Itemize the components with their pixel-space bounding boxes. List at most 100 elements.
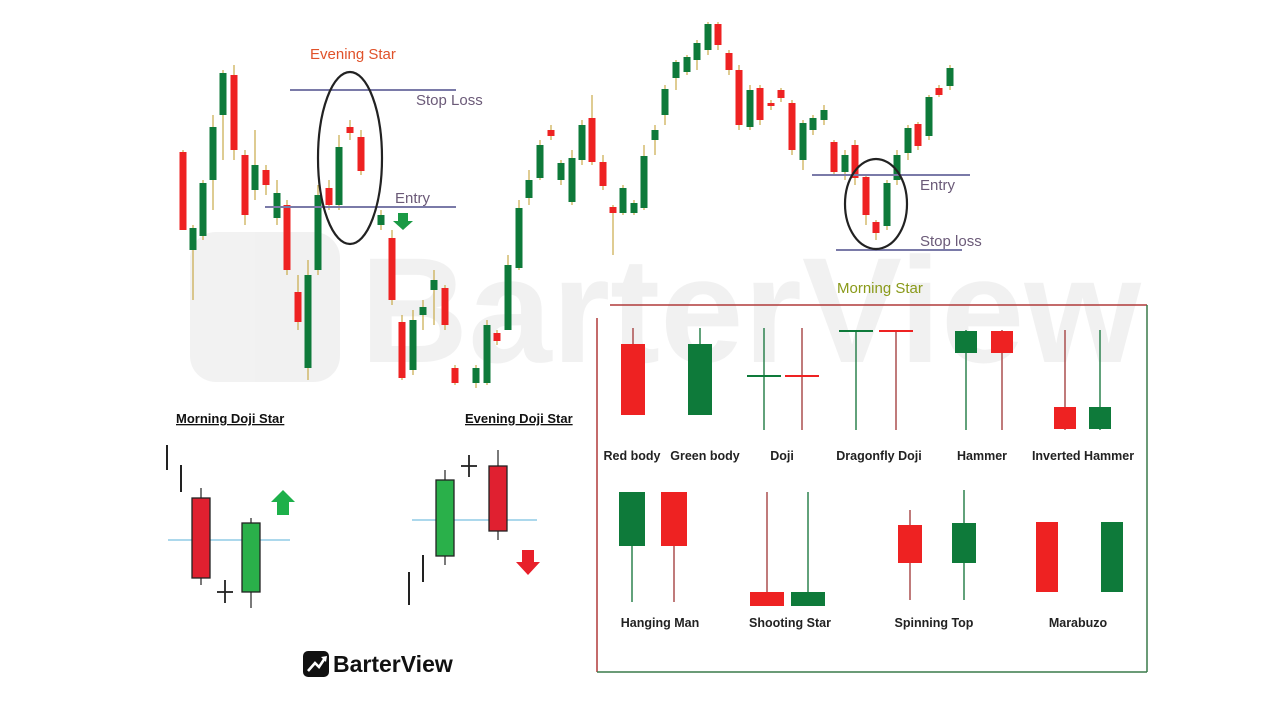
main-candle-33-body xyxy=(547,130,555,136)
legend-candle-4-body xyxy=(839,330,873,332)
main-candle-3-body xyxy=(209,127,217,180)
brand-logo: BarterView xyxy=(303,651,453,677)
doji-example-candle-6-body xyxy=(435,479,455,557)
main-candle-52 xyxy=(746,85,754,130)
main-candle-11-body xyxy=(294,292,302,322)
main-candle-7-body xyxy=(251,165,259,190)
main-candle-59-body xyxy=(820,110,828,120)
legend-candle-10-body xyxy=(619,492,645,546)
main-candle-32-body xyxy=(536,145,544,178)
main-candle-16 xyxy=(346,120,354,140)
legend-label-dragonfly-doji: Dragonfly Doji xyxy=(836,449,921,463)
main-candle-54-body xyxy=(767,103,775,106)
legend-candle-10 xyxy=(619,492,645,602)
main-candle-58-body xyxy=(809,118,817,130)
main-candle-27 xyxy=(483,320,491,385)
main-candle-35 xyxy=(568,150,576,205)
main-candle-62 xyxy=(851,140,859,185)
main-candle-44 xyxy=(661,85,669,125)
main-candle-8 xyxy=(262,165,270,195)
legend-candle-3-body xyxy=(785,375,819,377)
main-candle-15-body xyxy=(335,147,343,205)
main-candle-44-body xyxy=(661,89,669,115)
main-candle-45-body xyxy=(672,62,680,78)
legend-label-shooting-star: Shooting Star xyxy=(749,616,831,630)
main-candle-25 xyxy=(451,365,459,385)
main-candle-2-body xyxy=(199,183,207,236)
watermark: BarterView xyxy=(190,226,1141,394)
doji-example-candle-2 xyxy=(191,488,211,585)
down-arrow-icon xyxy=(393,213,413,230)
brand-name: BarterView xyxy=(333,651,453,677)
legend-candle-13 xyxy=(791,492,825,606)
main-candle-69 xyxy=(925,95,933,140)
legend-candle-5-body xyxy=(879,330,913,332)
legend-candle-2-body xyxy=(747,375,781,377)
main-candle-52-body xyxy=(746,90,754,127)
entry-label-upper: Entry xyxy=(395,190,431,207)
legend-candle-16 xyxy=(1036,522,1058,592)
main-candle-71 xyxy=(946,65,954,90)
main-candle-39 xyxy=(609,205,617,255)
main-candle-59 xyxy=(820,105,828,125)
main-candle-53 xyxy=(756,85,764,125)
stop-loss-label-upper: Stop Loss xyxy=(416,92,483,109)
main-candle-34-body xyxy=(557,163,565,180)
legend-candle-3 xyxy=(785,328,819,430)
main-candle-36-body xyxy=(578,125,586,160)
legend-label-marabuzo: Marabuzo xyxy=(1049,616,1108,630)
legend-label-red-body: Red body xyxy=(604,449,661,463)
main-candle-63-body xyxy=(862,177,870,215)
main-candle-47-body xyxy=(693,43,701,60)
legend-candle-9-body xyxy=(1089,407,1111,429)
legend-label-green-body: Green body xyxy=(670,449,740,463)
main-candle-46-body xyxy=(683,57,691,72)
legend-label-doji: Doji xyxy=(770,449,794,463)
legend-candle-6-body xyxy=(955,331,977,353)
main-candle-51 xyxy=(735,65,743,130)
main-candle-16-body xyxy=(346,127,354,133)
legend-candle-4 xyxy=(839,330,873,430)
main-candle-63 xyxy=(862,175,870,225)
morning-star-label: Morning Star xyxy=(837,280,923,297)
legend-candle-12 xyxy=(750,492,784,606)
legend-candle-14-body xyxy=(898,525,922,563)
legend-candle-13-body xyxy=(791,592,825,606)
morning-star-circle xyxy=(843,157,909,251)
main-candle-21-body xyxy=(409,320,417,370)
main-candle-42 xyxy=(640,145,648,210)
main-candle-30 xyxy=(515,200,523,270)
main-candle-22 xyxy=(419,300,427,330)
main-candle-40-body xyxy=(619,188,627,213)
main-candle-19 xyxy=(388,230,396,305)
main-candle-29 xyxy=(504,255,512,330)
main-candle-27-body xyxy=(483,325,491,383)
main-candle-40 xyxy=(619,185,627,215)
main-candle-0 xyxy=(179,150,187,230)
main-candle-60 xyxy=(830,140,838,175)
legend-candle-14 xyxy=(898,510,922,600)
main-candle-48 xyxy=(704,22,712,55)
trend-arrow-glyph xyxy=(307,657,327,672)
main-candle-9-body xyxy=(273,193,281,218)
main-candle-55-body xyxy=(777,90,785,98)
main-candle-23 xyxy=(430,270,438,325)
legend-candle-1-body xyxy=(688,344,712,415)
main-candle-49 xyxy=(714,22,722,50)
main-candle-71-body xyxy=(946,68,954,86)
main-candle-58 xyxy=(809,115,817,135)
main-candle-24-body xyxy=(441,288,449,325)
legend-label-hammer: Hammer xyxy=(957,449,1007,463)
main-candle-29-body xyxy=(504,265,512,330)
main-candle-48-body xyxy=(704,24,712,50)
main-candle-18 xyxy=(377,210,385,230)
legend-candle-2 xyxy=(747,328,781,430)
main-candle-5-body xyxy=(230,75,238,150)
main-candle-69-body xyxy=(925,97,933,136)
main-candle-3 xyxy=(209,115,217,210)
main-candle-38 xyxy=(599,155,607,190)
main-candle-50 xyxy=(725,50,733,75)
doji-example-candle-3 xyxy=(241,518,261,608)
price-chart xyxy=(179,22,954,388)
